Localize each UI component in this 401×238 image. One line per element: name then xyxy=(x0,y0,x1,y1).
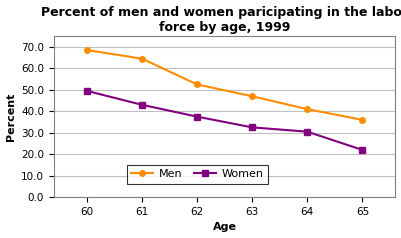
Women xyxy=(85,89,89,92)
Women xyxy=(194,115,199,118)
Women xyxy=(140,103,144,106)
Women xyxy=(305,130,310,133)
Men xyxy=(360,119,365,121)
Women xyxy=(250,126,255,129)
Line: Men: Men xyxy=(84,47,365,123)
Y-axis label: Percent: Percent xyxy=(6,92,16,141)
Legend: Men, Women: Men, Women xyxy=(127,165,268,183)
Men xyxy=(140,57,144,60)
Line: Women: Women xyxy=(84,88,365,153)
Men xyxy=(305,108,310,110)
Men xyxy=(194,83,199,86)
Women xyxy=(360,149,365,151)
Men xyxy=(85,49,89,51)
Men xyxy=(250,95,255,98)
Title: Percent of men and women paricipating in the labor
force by age, 1999: Percent of men and women paricipating in… xyxy=(41,5,401,34)
X-axis label: Age: Age xyxy=(213,223,237,233)
